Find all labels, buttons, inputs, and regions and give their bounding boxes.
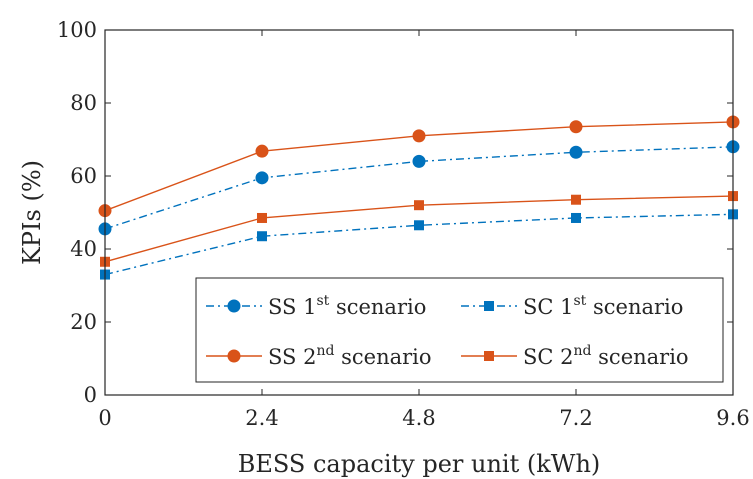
data-point <box>571 194 581 205</box>
legend-label: SC 1st scenario <box>523 293 683 319</box>
series-layer <box>98 115 740 280</box>
legend-label: SS 2nd scenario <box>268 343 432 369</box>
y-tick-label: 60 <box>70 164 97 188</box>
x-tick-label: 4.8 <box>402 406 435 430</box>
data-point <box>412 154 426 168</box>
series-sc-1st-scenario <box>100 209 738 280</box>
data-point <box>414 200 424 211</box>
data-point <box>255 144 269 158</box>
data-point <box>414 220 424 231</box>
y-tick-label: 0 <box>84 383 97 407</box>
legend-box <box>195 277 724 383</box>
legend-swatch-marker <box>484 351 494 361</box>
y-tick-label: 20 <box>70 310 97 334</box>
x-axis-label: BESS capacity per unit (kWh) <box>238 450 601 478</box>
axis-ticks: 0 2.4 4.8 7.2 9.6 0 20 40 60 80 100 <box>57 18 750 430</box>
legend-item: SC 1st scenario <box>461 293 683 319</box>
legend-swatch-marker <box>227 349 241 363</box>
data-point <box>569 120 583 134</box>
data-point <box>257 212 267 223</box>
legend-swatch-marker <box>484 301 494 311</box>
x-tick-label: 7.2 <box>559 406 592 430</box>
y-tick-label: 80 <box>70 91 97 115</box>
y-tick-label: 100 <box>57 18 97 42</box>
series-ss-2nd-scenario <box>98 115 740 218</box>
series-line <box>104 146 734 230</box>
legend-item: SC 2nd scenario <box>461 343 689 369</box>
legend-label: SC 2nd scenario <box>523 343 689 369</box>
legend-swatch-marker <box>227 299 241 313</box>
legend-item: SS 1st scenario <box>206 293 426 319</box>
data-point <box>571 212 581 223</box>
legend-item: SS 2nd scenario <box>206 343 432 369</box>
y-tick-label: 40 <box>70 237 97 261</box>
x-tick-label: 2.4 <box>245 406 278 430</box>
x-tick-label: 9.6 <box>716 406 749 430</box>
data-point <box>569 145 583 159</box>
y-axis-label: KPIs (%) <box>18 160 46 265</box>
data-point <box>257 231 267 242</box>
legend: SS 1st scenario SC 1st scenario SS 2nd sce… <box>195 277 724 383</box>
data-point <box>412 129 426 143</box>
x-tick-label: 0 <box>98 406 111 430</box>
legend-label: SS 1st scenario <box>268 293 426 319</box>
data-point <box>255 171 269 185</box>
